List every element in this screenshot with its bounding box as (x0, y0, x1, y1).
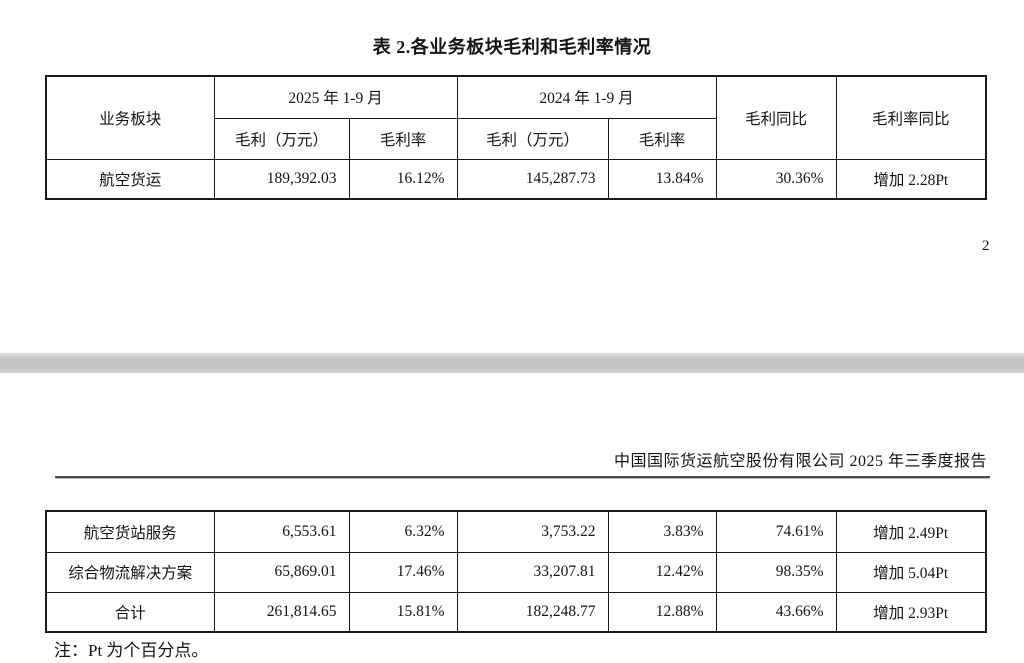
header-cell-gp-yoy: 毛利同比 (715, 75, 837, 160)
cell-gp2025: 189,392.03 (213, 158, 350, 200)
table-row-air-cargo: 航空货运 189,392.03 16.12% 145,287.73 13.84%… (45, 158, 987, 200)
header-cell-gm-2025: 毛利率 (348, 117, 458, 160)
cell-gm2024: 12.42% (607, 551, 717, 593)
header-cell-segment: 业务板块 (45, 75, 215, 160)
cell-gp-yoy: 74.61% (715, 510, 837, 553)
footnote: 注：Pt 为个百分点。 (54, 641, 209, 660)
cell-gp-yoy: 98.35% (715, 551, 837, 593)
cell-gp2025: 6,553.61 (213, 510, 350, 553)
cell-gp2025: 261,814.65 (213, 591, 350, 633)
cell-gm2025: 16.12% (348, 158, 458, 200)
cell-segment: 合计 (45, 591, 215, 633)
report-header: 中国国际货运航空股份有限公司 2025 年三季度报告 (613, 453, 987, 470)
header-cell-gp-2025: 毛利（万元） (213, 117, 350, 160)
cell-gm2024: 13.84% (607, 158, 717, 200)
header-cell-gm-yoy: 毛利率同比 (835, 75, 987, 160)
cell-segment: 航空货站服务 (45, 510, 215, 553)
header-cell-gm-2024: 毛利率 (607, 117, 717, 160)
cell-segment: 航空货运 (45, 158, 215, 200)
cell-gm2025: 17.46% (348, 551, 458, 593)
header-cell-period-2024: 2024 年 1-9 月 (456, 75, 717, 119)
cell-gp-yoy: 43.66% (715, 591, 837, 633)
header-rule (55, 476, 990, 478)
header-cell-gp-2024: 毛利（万元） (456, 117, 609, 160)
cell-gp2024: 182,248.77 (456, 591, 609, 633)
cell-gm2024: 12.88% (607, 591, 717, 633)
cell-gm-yoy: 增加 2.28Pt (835, 158, 987, 200)
cell-segment: 综合物流解决方案 (45, 551, 215, 593)
gross-profit-table-page2: 航空货站服务 6,553.61 6.32% 3,753.22 3.83% 74.… (45, 510, 987, 633)
header-cell-period-2025: 2025 年 1-9 月 (213, 75, 458, 119)
page-number: 2 (982, 238, 990, 254)
gross-profit-table-page1: 业务板块 2025 年 1-9 月 2024 年 1-9 月 毛利同比 毛利率同… (45, 75, 988, 200)
cell-gp2024: 3,753.22 (456, 510, 609, 553)
cell-gm2025: 6.32% (348, 510, 458, 553)
cell-gp2024: 33,207.81 (456, 551, 609, 593)
table-row-logistics-solutions: 综合物流解决方案 65,869.01 17.46% 33,207.81 12.4… (45, 551, 987, 593)
table-title: 表 2.各业务板块毛利和毛利率情况 (372, 37, 652, 57)
table-header-row-periods: 业务板块 2025 年 1-9 月 2024 年 1-9 月 毛利同比 毛利率同… (45, 75, 987, 160)
cell-gm-yoy: 增加 5.04Pt (835, 551, 987, 593)
cell-gm-yoy: 增加 2.49Pt (835, 510, 987, 553)
cell-gp-yoy: 30.36% (715, 158, 837, 200)
cell-gp2025: 65,869.01 (213, 551, 350, 593)
cell-gm2024: 3.83% (607, 510, 717, 553)
cell-gm-yoy: 增加 2.93Pt (835, 591, 987, 633)
cell-gp2024: 145,287.73 (456, 158, 609, 200)
table-header-row-metrics: 毛利（万元） 毛利率 毛利（万元） 毛利率 (46, 117, 986, 160)
cell-gm2025: 15.81% (348, 591, 458, 633)
page-separator-band (0, 353, 1024, 373)
table-row-cargo-terminal: 航空货站服务 6,553.61 6.32% 3,753.22 3.83% 74.… (45, 510, 987, 553)
table-row-total: 合计 261,814.65 15.81% 182,248.77 12.88% 4… (45, 591, 987, 633)
